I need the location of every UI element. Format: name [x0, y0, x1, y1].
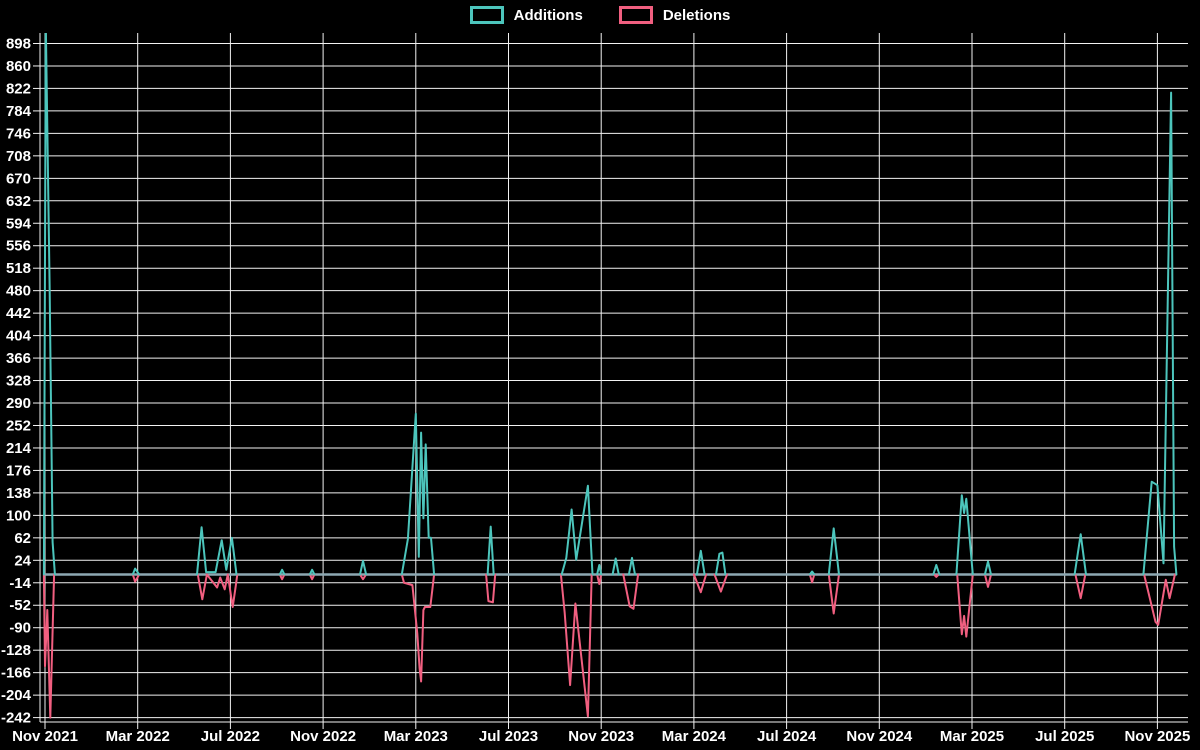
x-tick-label: Mar 2022 — [106, 728, 170, 745]
y-tick-label: 556 — [6, 238, 31, 255]
y-tick-label: 366 — [6, 350, 31, 367]
y-tick-label: 24 — [14, 552, 31, 569]
gridlines — [40, 33, 1188, 722]
deletions-line-segment — [131, 573, 141, 583]
deletions-line-segment — [933, 573, 940, 578]
additions-line-segment — [359, 559, 368, 576]
x-tick-label: Jul 2024 — [757, 728, 817, 745]
deletions-line-segment — [827, 573, 840, 615]
y-tick-label: 632 — [6, 193, 31, 210]
y-tick-label: 214 — [6, 440, 32, 457]
y-tick-label: -52 — [9, 597, 31, 614]
legend-item-deletions[interactable]: Deletions — [618, 6, 731, 24]
series-lines — [42, 33, 1178, 719]
x-tick-label: Nov 2024 — [846, 728, 913, 745]
y-tick-label: 290 — [6, 395, 31, 412]
deletions-line-segment — [808, 573, 816, 584]
additions-line-segment — [400, 412, 436, 576]
y-tick-label: 404 — [6, 328, 32, 345]
x-tick-label: Nov 2025 — [1124, 728, 1190, 745]
additions-line-segment — [827, 527, 840, 576]
additions-line-segment — [983, 560, 992, 576]
additions-line-segment — [715, 551, 727, 576]
deletions-line-segment — [596, 573, 603, 585]
x-tick-label: Jul 2022 — [201, 728, 260, 745]
y-tick-label: 708 — [6, 148, 31, 165]
deletions-line-segment — [559, 573, 593, 718]
additions-line-segment — [1142, 91, 1178, 576]
deletions-line-segment — [42, 573, 56, 719]
y-tick-label: 176 — [6, 462, 31, 479]
y-tick-label: 252 — [6, 417, 31, 434]
y-tick-label: 898 — [6, 35, 31, 52]
x-tick-label: Jul 2023 — [479, 728, 538, 745]
deletions-line-segment — [692, 573, 708, 594]
additions-line-segment — [131, 567, 141, 576]
x-tick-label: Mar 2023 — [384, 728, 448, 745]
additions-line-segment — [42, 33, 56, 576]
deletions-line-segment — [308, 573, 316, 581]
y-tick-label: -204 — [1, 687, 32, 704]
y-tick-label: 746 — [6, 125, 31, 142]
y-tick-label: 442 — [6, 305, 31, 322]
deletions-line-segment — [359, 573, 368, 581]
y-tick-label: 670 — [6, 170, 31, 187]
deletions-swatch-icon — [618, 6, 653, 24]
y-tick-label: 480 — [6, 283, 31, 300]
y-tick-label: 594 — [6, 215, 32, 232]
deletions-line-segment — [485, 573, 497, 604]
x-tick-label: Mar 2025 — [940, 728, 1004, 745]
deletions-line-segment — [956, 573, 974, 638]
deletions-line-segment — [278, 573, 286, 581]
deletions-line-segment — [1074, 573, 1087, 600]
y-tick-label: 100 — [6, 507, 31, 524]
chart-legend: Additions Deletions — [0, 6, 1200, 24]
additions-line-segment — [955, 494, 974, 576]
deletions-line-segment — [400, 573, 436, 683]
deletions-line-segment — [196, 573, 239, 608]
deletions-line-segment — [983, 573, 992, 588]
deletions-line-segment — [1143, 573, 1176, 626]
deletions-line-segment — [713, 573, 728, 593]
x-tick-label: Jul 2025 — [1035, 728, 1094, 745]
additions-line-segment — [196, 526, 238, 576]
y-tick-label: 138 — [6, 485, 31, 502]
additions-line-segment — [695, 549, 706, 576]
y-tick-label: -128 — [1, 642, 31, 659]
additions-line-segment — [560, 484, 594, 576]
legend-label-deletions: Deletions — [662, 6, 731, 24]
y-tick-label: 860 — [6, 58, 31, 75]
y-tick-label: 62 — [14, 530, 31, 547]
legend-label-additions: Additions — [513, 6, 583, 24]
y-tick-label: -166 — [1, 665, 31, 682]
y-tick-label: 328 — [6, 373, 31, 390]
additions-line-segment — [596, 564, 603, 576]
legend-item-additions[interactable]: Additions — [469, 6, 583, 24]
y-tick-label: 822 — [6, 80, 31, 97]
y-tick-label: 518 — [6, 260, 31, 277]
additions-line-segment — [932, 564, 941, 576]
additions-line-segment — [627, 556, 636, 576]
x-tick-label: Mar 2024 — [662, 728, 727, 745]
additions-line-segment — [1073, 533, 1087, 576]
x-tick-label: Nov 2022 — [290, 728, 356, 745]
additions-swatch-icon — [469, 6, 504, 24]
x-tick-label: Nov 2023 — [568, 728, 634, 745]
y-tick-label: -242 — [1, 710, 31, 727]
deletions-line-segment — [622, 573, 640, 610]
additions-line-segment — [486, 525, 495, 576]
axes — [33, 33, 1188, 729]
additions-line-segment — [308, 568, 316, 576]
additions-line-segment — [808, 570, 816, 576]
y-tick-label: -14 — [9, 575, 31, 592]
y-tick-label: 784 — [6, 103, 32, 120]
y-tick-label: -90 — [9, 620, 31, 637]
additions-line-segment — [611, 557, 620, 576]
additions-line-segment — [278, 568, 286, 576]
axis-labels: -242 -204 -166 -128 -90 -52 -14 24 62 100 138 176 21… — [1, 35, 1190, 745]
x-tick-label: Nov 2021 — [12, 728, 78, 745]
